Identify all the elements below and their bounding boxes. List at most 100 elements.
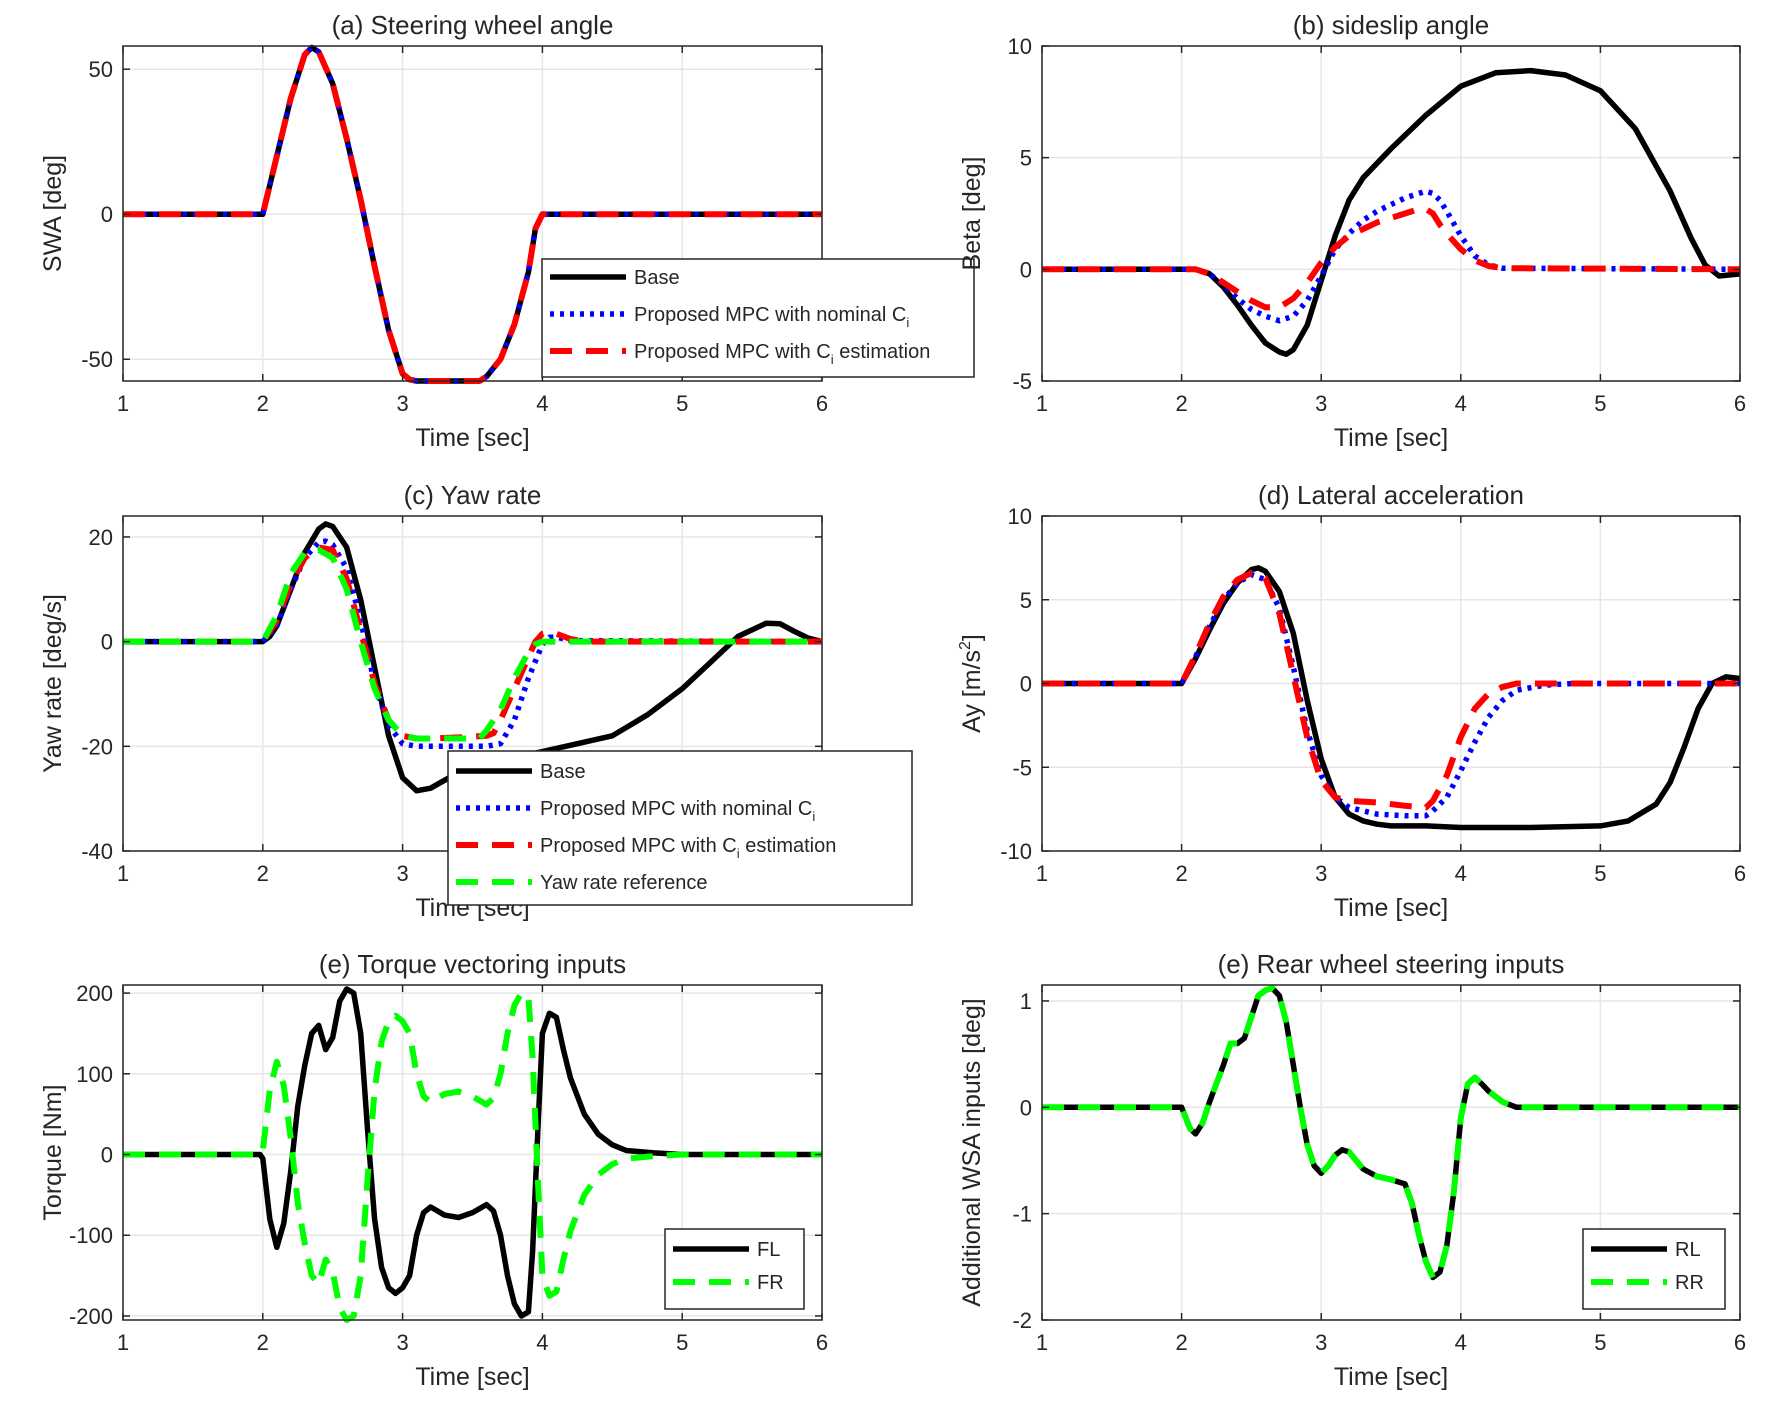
x-tick-label: 5 [1594, 391, 1606, 416]
y-tick-label: -20 [81, 734, 113, 759]
y-tick-label: 10 [1008, 34, 1032, 59]
x-tick-label: 1 [1036, 391, 1048, 416]
legend-label: Proposed MPC with nominal Ci [540, 798, 815, 824]
x-tick-label: 4 [536, 391, 548, 416]
axis-box [122, 984, 823, 1321]
y-tick-label: 10 [1008, 504, 1032, 529]
y-tick-label: -40 [81, 839, 113, 864]
chart-title: (d) Lateral acceleration [1258, 480, 1524, 510]
series-line-reference [123, 547, 822, 742]
series-line-base [1042, 67, 1740, 357]
chart-title: (e) Rear wheel steering inputs [1218, 949, 1565, 979]
y-tick-label: 0 [101, 202, 113, 227]
x-axis-label: Time [sec] [1334, 894, 1448, 922]
x-tick-label: 6 [1734, 391, 1746, 416]
x-tick-label: 2 [257, 391, 269, 416]
series-line-base [123, 986, 822, 1319]
y-tick-label: 100 [76, 1062, 113, 1087]
legend: FL FR [664, 1228, 805, 1310]
x-tick-label: 4 [1455, 1330, 1467, 1355]
legend: RL RR [1582, 1228, 1726, 1310]
series-group [1042, 67, 1740, 357]
legend-box [1582, 1228, 1726, 1310]
x-tick-label: 5 [676, 1330, 688, 1355]
y-tick-label: -2 [1012, 1308, 1032, 1333]
x-tick-label: 5 [1594, 861, 1606, 886]
x-tick-label: 1 [117, 1330, 129, 1355]
x-tick-label: 2 [1175, 391, 1187, 416]
x-tick-label: 4 [536, 1330, 548, 1355]
legend-label: Base [540, 761, 586, 783]
legend-box [664, 1228, 805, 1310]
x-tick-label: 1 [117, 861, 129, 886]
series-group [1042, 565, 1740, 831]
x-tick-label: 6 [1734, 861, 1746, 886]
y-axis-label: Ay [m/s2] [957, 634, 986, 733]
x-tick-label: 1 [1036, 861, 1048, 886]
x-tick-label: 1 [1036, 1330, 1048, 1355]
y-axis-label: SWA [deg] [39, 155, 67, 272]
x-axis-label: Time [sec] [1334, 1363, 1448, 1391]
x-tick-label: 2 [257, 1330, 269, 1355]
legend-label-main: Base [540, 761, 586, 783]
x-tick-label: 1 [117, 391, 129, 416]
y-axis-label-text: Yaw rate [deg/s] [39, 594, 67, 773]
chart-d: 1 2 3 4 5 6 -10 -5 0 5 10 (d) Lateral acceleration T… [957, 480, 1746, 922]
legend-label-subscript: i [737, 846, 740, 861]
y-tick-label: -10 [1000, 839, 1032, 864]
chart-b: 1 2 3 4 5 6 -5 0 5 10 (b) sideslip angle Time [sec]… [958, 10, 1746, 452]
series-line-estimation [1042, 206, 1740, 311]
legend-label-main: Proposed MPC with C [634, 341, 831, 363]
chart-f: 1 2 3 4 5 6 -2 -1 0 1 (e) Rear wheel steering inpu… [958, 949, 1746, 1391]
legend-label: RR [1675, 1272, 1704, 1294]
x-tick-label: 5 [1594, 1330, 1606, 1355]
legend-label-main: Yaw rate reference [540, 872, 708, 894]
legend-label: Proposed MPC with Ci estimation [540, 835, 836, 861]
legend-label-main: FL [757, 1239, 780, 1261]
chart-title: (b) sideslip angle [1293, 10, 1490, 40]
y-tick-label: 0 [1020, 1095, 1032, 1120]
y-tick-label: 200 [76, 981, 113, 1006]
series-group [123, 521, 822, 794]
x-tick-label: 6 [1734, 1330, 1746, 1355]
y-tick-label: -50 [81, 347, 113, 372]
legend-box [447, 750, 913, 906]
x-tick-label: 2 [1175, 861, 1187, 886]
legend-label-main: RL [1675, 1239, 1701, 1261]
y-axis-label: Additional WSA inputs [deg] [958, 998, 986, 1307]
legend: Base Proposed MPC with nominal Ci Proposed… [447, 750, 913, 906]
y-axis-label-text: Ay [m/s [958, 650, 986, 733]
y-tick-label: 50 [89, 57, 113, 82]
x-axis-label: Time [sec] [1334, 424, 1448, 452]
y-axis-label: Beta [deg] [958, 157, 986, 271]
series-line-nominal [1042, 571, 1740, 819]
y-tick-label: 1 [1020, 989, 1032, 1014]
legend-label-main: Base [634, 267, 680, 289]
legend-label-main: Proposed MPC with C [540, 835, 737, 857]
y-tick-label: 0 [1020, 257, 1032, 282]
y-tick-label: 0 [1020, 672, 1032, 697]
y-tick-label: -100 [69, 1223, 113, 1248]
legend-label: FL [757, 1239, 780, 1261]
x-axis-label: Time [sec] [415, 1363, 529, 1391]
y-tick-label: -200 [69, 1304, 113, 1329]
legend-label: RL [1675, 1239, 1701, 1261]
y-axis-label-text: Torque [Nm] [39, 1084, 67, 1220]
y-tick-label: -5 [1012, 369, 1032, 394]
x-axis-label: Time [sec] [415, 424, 529, 452]
x-tick-label: 5 [676, 391, 688, 416]
series-group [123, 986, 822, 1323]
series-line-nominal [1042, 188, 1740, 324]
x-tick-label: 3 [396, 861, 408, 886]
legend-label: Base [634, 267, 680, 289]
series-line-estimation [123, 44, 822, 384]
x-tick-label: 6 [816, 391, 828, 416]
plot-area [1042, 46, 1740, 381]
legend-label-main: FR [757, 1272, 784, 1294]
series-line-estimation [1042, 570, 1740, 811]
y-axis-label-text: Beta [deg] [958, 157, 986, 271]
series-line-reference [1042, 985, 1740, 1281]
chart-title: (c) Yaw rate [404, 480, 542, 510]
x-tick-label: 6 [816, 1330, 828, 1355]
